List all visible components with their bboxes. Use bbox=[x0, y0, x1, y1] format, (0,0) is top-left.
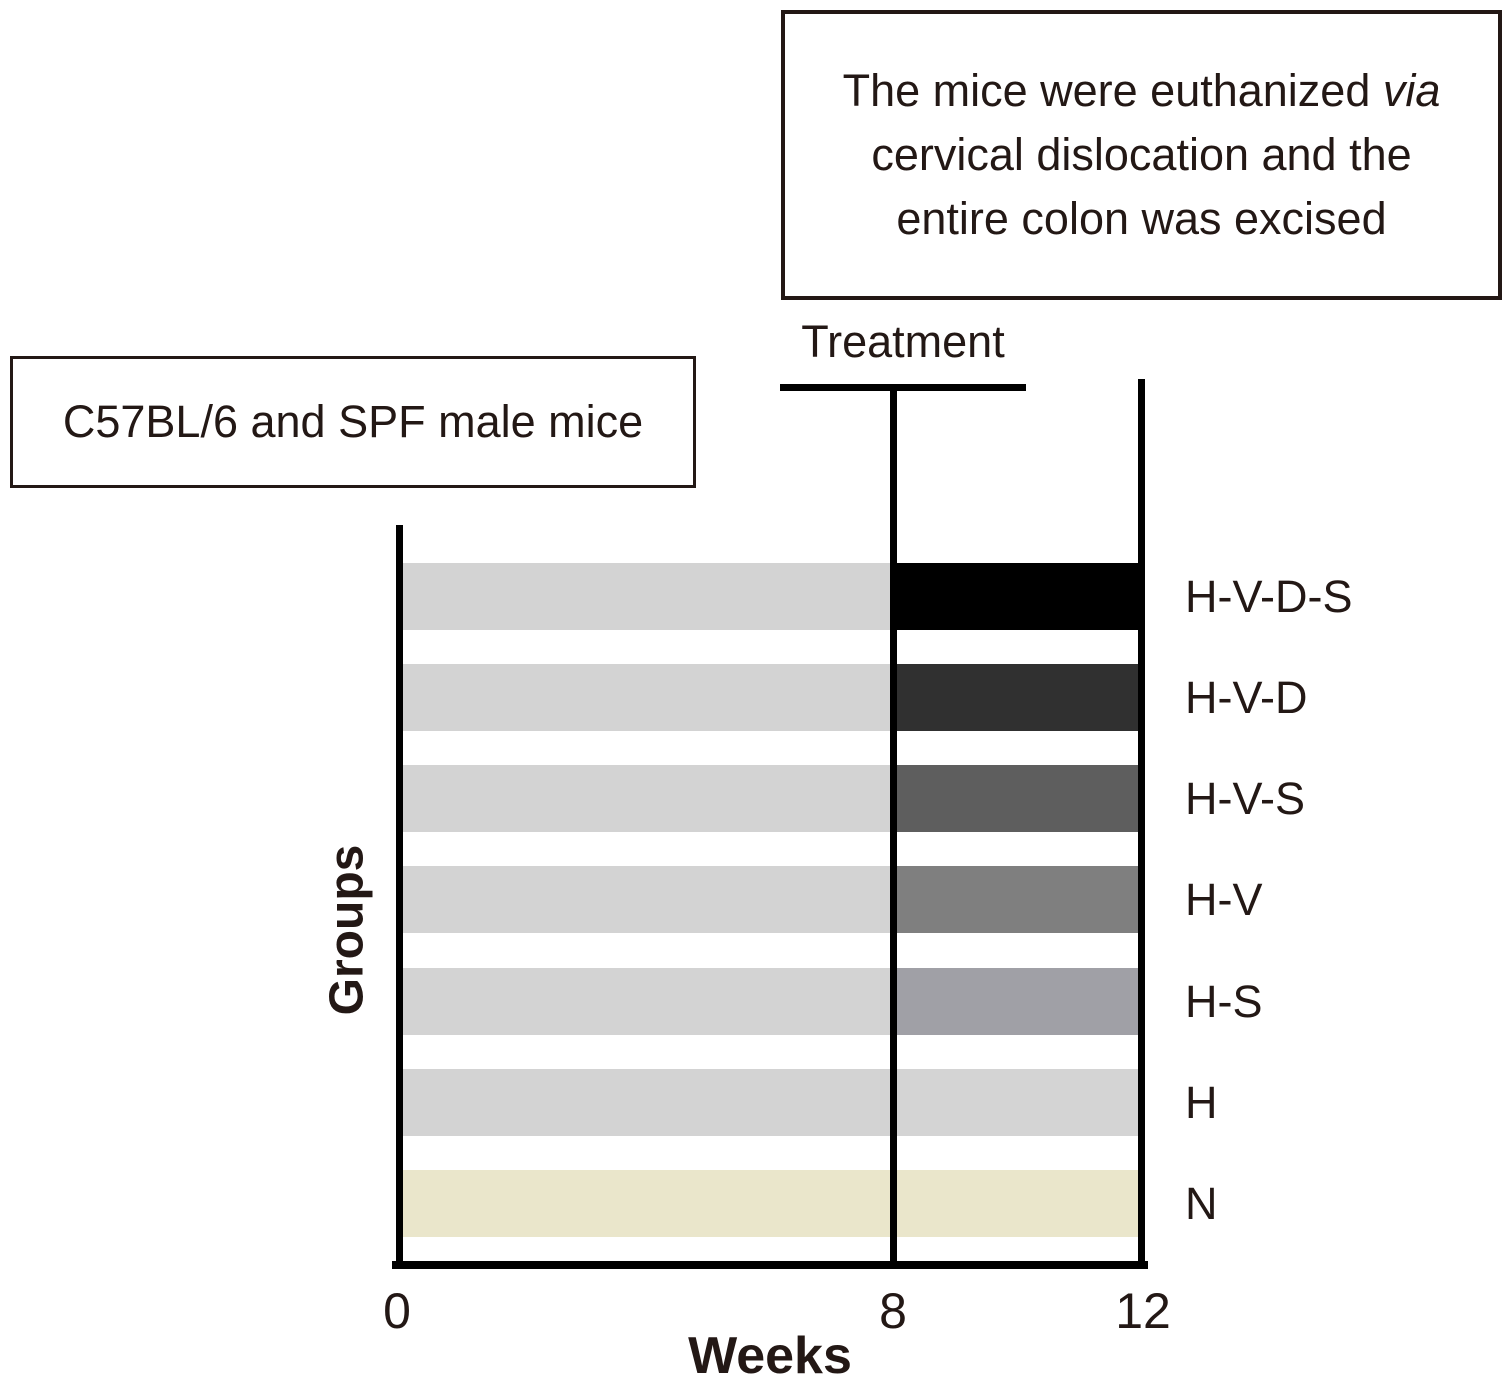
group-label: H-V bbox=[1185, 873, 1263, 925]
group-bar-treatment bbox=[897, 563, 1138, 630]
group-bar-pre-treatment bbox=[403, 563, 890, 630]
group-label: H-V-D-S bbox=[1185, 570, 1353, 622]
group-bar-pre-treatment bbox=[403, 1170, 890, 1237]
x-axis-line bbox=[392, 1261, 1148, 1269]
group-bar-pre-treatment bbox=[403, 968, 890, 1035]
group-label: N bbox=[1185, 1177, 1218, 1229]
group-bar-treatment bbox=[897, 866, 1138, 933]
euthanasia-note-box: The mice were euthanized via cervical dis… bbox=[781, 10, 1502, 300]
group-bar-pre-treatment bbox=[403, 1069, 890, 1136]
subject-box: C57BL/6 and SPF male mice bbox=[10, 356, 696, 488]
x-tick-label: 8 bbox=[879, 1283, 907, 1339]
treatment-bracket-line bbox=[780, 384, 1026, 391]
group-bar-pre-treatment bbox=[403, 664, 890, 731]
group-bar-treatment bbox=[897, 1170, 1138, 1237]
x-tick-label: 0 bbox=[383, 1283, 411, 1339]
group-bar-pre-treatment bbox=[403, 765, 890, 832]
group-label: H-S bbox=[1185, 975, 1263, 1027]
group-bar-treatment bbox=[897, 765, 1138, 832]
group-bar-pre-treatment bbox=[403, 866, 890, 933]
note-line1-italic: via bbox=[1382, 65, 1441, 116]
y-axis-title: Groups bbox=[320, 844, 374, 1016]
note-line3: entire colon was excised bbox=[896, 193, 1387, 244]
euthanasia-note-text: The mice were euthanized via cervical dis… bbox=[843, 59, 1441, 251]
group-label: H-V-D bbox=[1185, 671, 1308, 723]
treatment-label: Treatment bbox=[801, 316, 1005, 367]
week12-guide-line bbox=[1138, 379, 1145, 1269]
group-bar-treatment bbox=[897, 664, 1138, 731]
group-bar-treatment bbox=[897, 968, 1138, 1035]
group-label: H bbox=[1185, 1076, 1218, 1128]
group-bar-treatment bbox=[897, 1069, 1138, 1136]
week8-guide-line bbox=[890, 384, 897, 1269]
subject-text: C57BL/6 and SPF male mice bbox=[62, 396, 644, 447]
group-label: H-V-S bbox=[1185, 772, 1306, 824]
y-axis-line bbox=[396, 525, 403, 1269]
x-axis-title: Weeks bbox=[688, 1327, 852, 1385]
x-tick-label: 12 bbox=[1115, 1283, 1171, 1339]
note-line2: cervical dislocation and the bbox=[871, 129, 1412, 180]
note-line1-regular: The mice were euthanized bbox=[842, 65, 1383, 116]
